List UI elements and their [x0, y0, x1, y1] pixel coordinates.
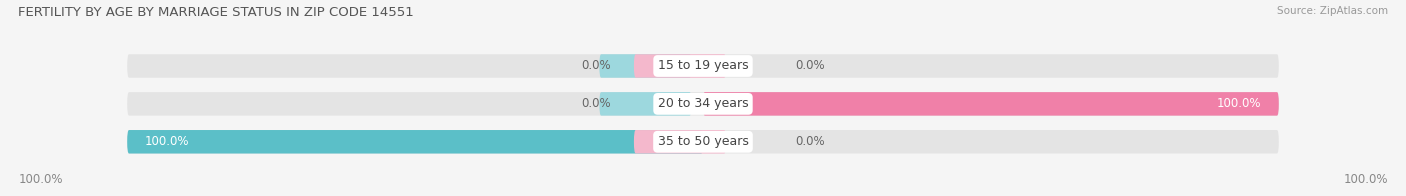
Text: 0.0%: 0.0% — [796, 135, 825, 148]
Text: 0.0%: 0.0% — [581, 60, 610, 73]
Text: FERTILITY BY AGE BY MARRIAGE STATUS IN ZIP CODE 14551: FERTILITY BY AGE BY MARRIAGE STATUS IN Z… — [18, 6, 413, 19]
FancyBboxPatch shape — [127, 130, 1279, 153]
FancyBboxPatch shape — [634, 130, 725, 153]
FancyBboxPatch shape — [599, 92, 692, 116]
FancyBboxPatch shape — [599, 54, 692, 78]
Text: 100.0%: 100.0% — [1343, 173, 1388, 186]
FancyBboxPatch shape — [703, 92, 1279, 116]
FancyBboxPatch shape — [634, 54, 725, 78]
Text: 100.0%: 100.0% — [18, 173, 63, 186]
Text: 100.0%: 100.0% — [1218, 97, 1261, 110]
Text: 15 to 19 years: 15 to 19 years — [658, 60, 748, 73]
Text: 20 to 34 years: 20 to 34 years — [658, 97, 748, 110]
Text: 100.0%: 100.0% — [145, 135, 188, 148]
FancyBboxPatch shape — [127, 92, 1279, 116]
Text: 35 to 50 years: 35 to 50 years — [658, 135, 748, 148]
Text: 0.0%: 0.0% — [581, 97, 610, 110]
FancyBboxPatch shape — [127, 130, 703, 153]
Text: Source: ZipAtlas.com: Source: ZipAtlas.com — [1277, 6, 1388, 16]
Text: 0.0%: 0.0% — [796, 60, 825, 73]
FancyBboxPatch shape — [127, 54, 1279, 78]
